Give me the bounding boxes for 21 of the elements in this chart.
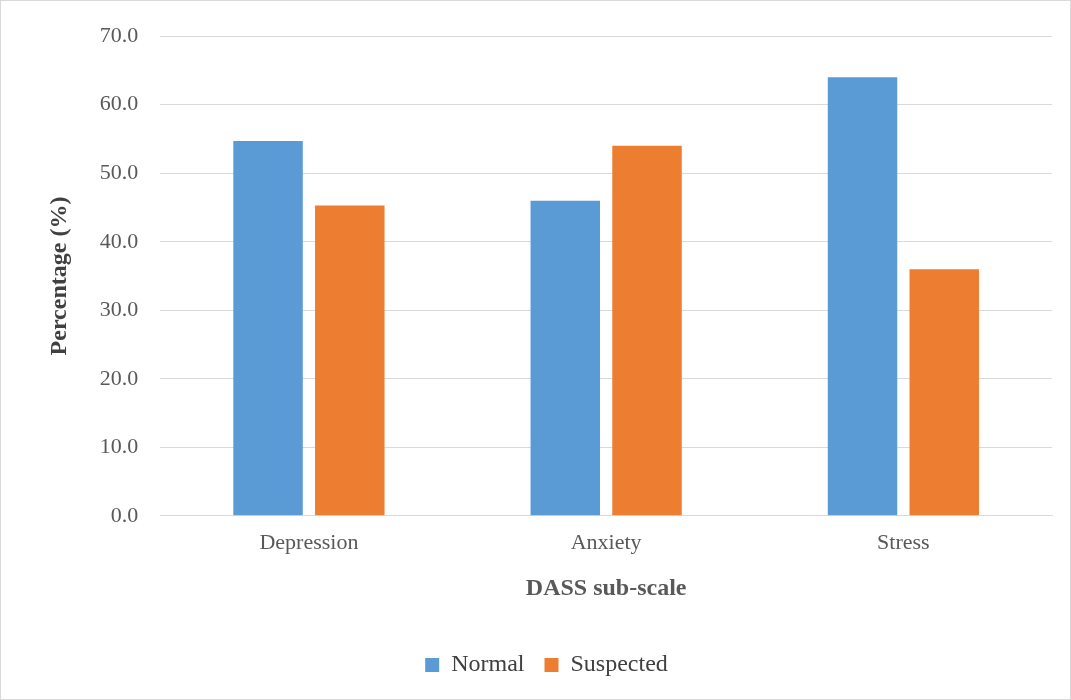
x-tick-label: Anxiety [570,528,642,554]
y-tick-label: 0.0 [110,501,139,527]
y-tick-label: 60.0 [99,90,139,116]
bar [612,145,682,516]
y-axis-title: Percentage (%) [44,196,71,356]
y-tick-label: 10.0 [99,433,139,459]
bar [909,269,979,516]
y-tick-label: 70.0 [99,21,139,47]
legend-label: Suspected [570,650,668,677]
y-tick-label: 20.0 [99,364,139,390]
bar [233,141,303,516]
bar [827,77,898,516]
bar [530,200,601,516]
x-axis-title: DASS sub-scale [525,573,687,600]
legend-label: Normal [451,650,525,677]
x-tick-label: Stress [877,528,930,554]
y-tick-label: 30.0 [99,296,139,322]
y-tick-label: 40.0 [99,227,139,253]
y-tick-label: 50.0 [99,159,139,185]
bar [315,205,385,516]
x-tick-label: Depression [259,528,359,554]
